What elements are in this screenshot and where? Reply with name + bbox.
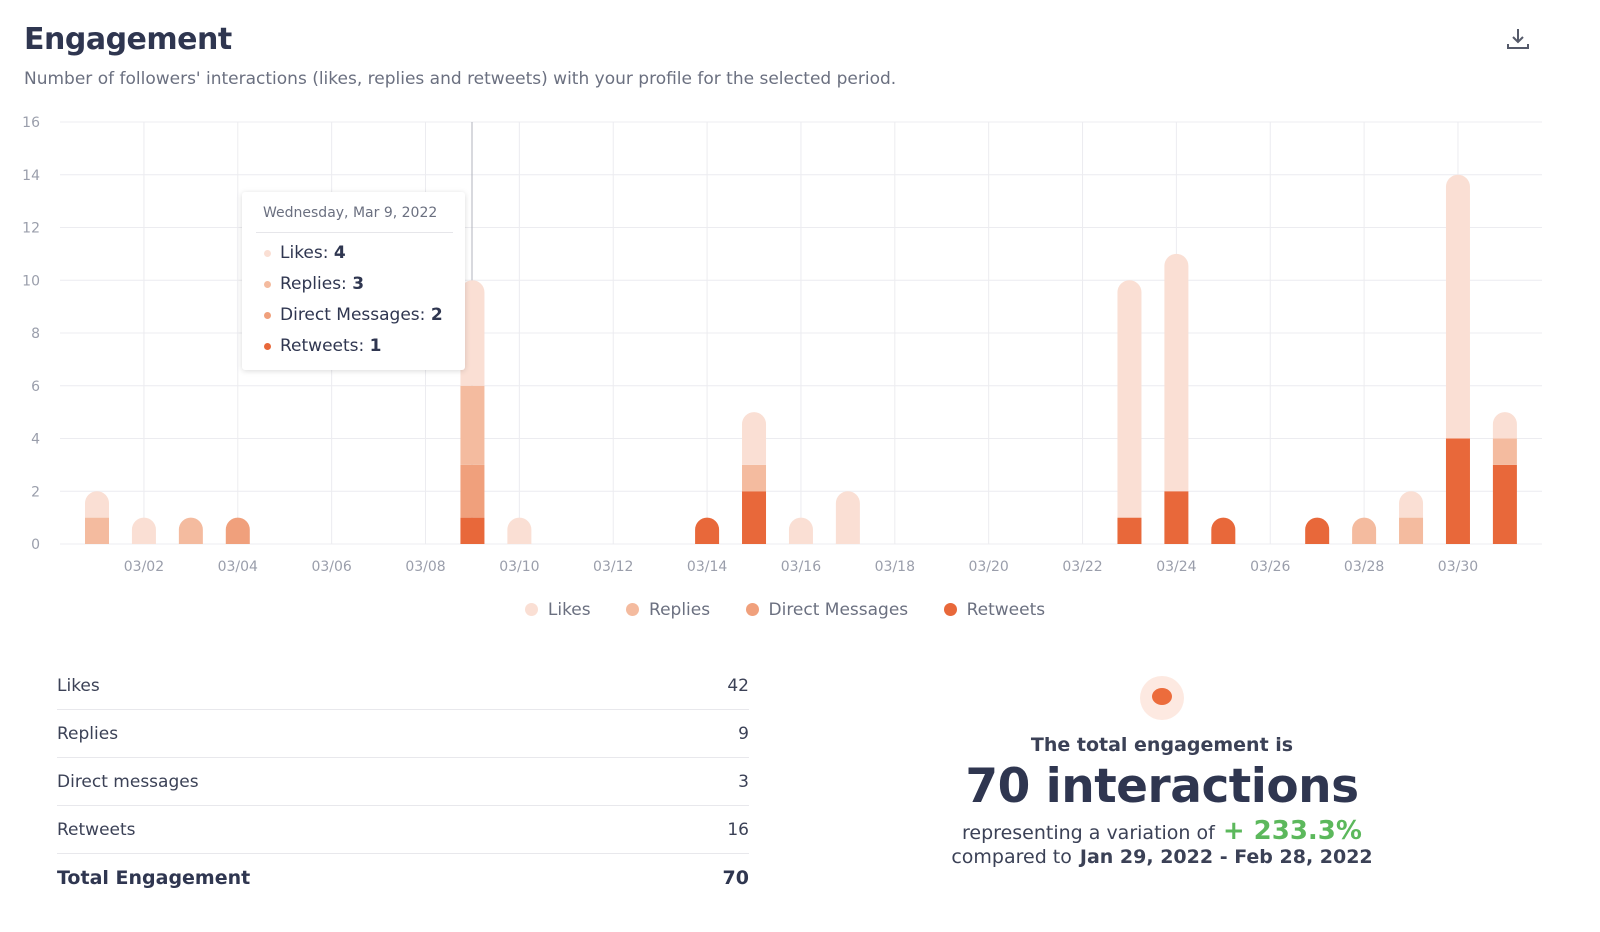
- bar-likes: [131, 517, 156, 544]
- y-tick-label: 6: [31, 379, 40, 395]
- x-tick-label: 03/18: [875, 559, 915, 575]
- y-tick-label: 12: [22, 221, 40, 237]
- bar-retweets: [1211, 517, 1236, 544]
- table-row-total: Total Engagement 70: [57, 866, 749, 889]
- x-tick-label: 03/06: [311, 559, 351, 575]
- x-tick-label: 03/20: [968, 559, 1008, 575]
- summary-intro: The total engagement is: [1030, 734, 1294, 756]
- x-tick-label: 03/02: [124, 559, 164, 575]
- y-tick-label: 8: [31, 326, 40, 342]
- summary-variation: representing a variation of + 233.3%: [962, 816, 1362, 846]
- table-row: Direct messages 3: [57, 758, 749, 806]
- bar-replies: [1399, 517, 1424, 544]
- bar-retweets: [1305, 517, 1330, 544]
- legend-item-likes[interactable]: Likes: [524, 600, 591, 620]
- x-tick-label: 03/10: [499, 559, 539, 575]
- summary-compare: compared to Jan 29, 2022 - Feb 28, 2022: [951, 846, 1373, 868]
- legend-dot: [524, 603, 538, 616]
- tooltip-row-likes: Likes: 4: [264, 243, 346, 263]
- bar-likes: [788, 517, 813, 544]
- bar-retweets: [695, 517, 720, 544]
- bar-replies: [1352, 517, 1377, 544]
- bar-likes: [85, 491, 109, 518]
- y-tick-label: 0: [31, 537, 40, 553]
- bar-retweets: [1445, 438, 1470, 544]
- legend-item-direct-messages[interactable]: Direct Messages: [745, 600, 908, 620]
- y-tick-label: 14: [22, 168, 40, 184]
- x-tick-label: 03/24: [1156, 559, 1196, 575]
- bar-replies: [1492, 438, 1517, 465]
- tooltip-row-retweets: Retweets: 1: [264, 336, 382, 356]
- bar-likes: [507, 517, 532, 544]
- bar-retweets: [742, 491, 767, 544]
- x-tick-label: 03/12: [593, 559, 633, 575]
- bar-likes: [460, 280, 485, 386]
- chart-tooltip: Wednesday, Mar 9, 2022 Likes: 4 Replies:…: [242, 192, 465, 370]
- tooltip-row-direct-messages: Direct Messages: 2: [264, 305, 443, 325]
- table-row: Retweets 16: [57, 806, 749, 854]
- bar-retweets: [460, 517, 485, 544]
- tooltip-date: Wednesday, Mar 9, 2022: [263, 205, 438, 221]
- bar-replies: [742, 464, 767, 492]
- x-tick-label: 03/22: [1062, 559, 1102, 575]
- y-tick-label: 4: [31, 432, 40, 448]
- legend-dot: [626, 603, 640, 616]
- bar-direct-messages: [225, 517, 250, 544]
- bar-replies: [85, 517, 109, 544]
- x-tick-label: 03/14: [687, 559, 727, 575]
- chat-chart-icon: [1140, 676, 1184, 720]
- variation-value: + 233.3%: [1222, 816, 1362, 846]
- page-subtitle: Number of followers' interactions (likes…: [24, 69, 897, 89]
- summary-total: 70 interactions: [965, 759, 1359, 814]
- bar-direct-messages: [460, 464, 485, 518]
- bar-likes: [1117, 280, 1142, 518]
- chart-legend: Likes Replies Direct Messages Retweets: [0, 600, 1570, 620]
- engagement-summary: The total engagement is 70 interactions …: [900, 670, 1424, 868]
- x-tick-label: 03/08: [405, 559, 445, 575]
- bar-retweets: [1164, 491, 1189, 544]
- bar-likes: [1445, 174, 1470, 439]
- bar-likes: [742, 412, 767, 465]
- legend-dot: [745, 603, 759, 616]
- x-tick-label: 03/30: [1438, 559, 1478, 575]
- y-tick-label: 10: [22, 273, 40, 289]
- bar-retweets: [1492, 464, 1517, 544]
- x-tick-label: 03/16: [781, 559, 821, 575]
- tooltip-row-replies: Replies: 3: [264, 274, 364, 294]
- table-row: Likes 42: [57, 662, 749, 710]
- bar-likes: [1399, 491, 1424, 518]
- x-tick-label: 03/28: [1344, 559, 1384, 575]
- bar-likes: [835, 491, 860, 544]
- y-tick-label: 16: [22, 115, 40, 131]
- engagement-chart: 0 2 4 6 8 10 12 14 16 03/02 03/04 03/06 03/08 03/10 03…: [22, 115, 1542, 575]
- bar-likes: [1492, 412, 1517, 439]
- bar-replies: [460, 385, 485, 465]
- legend-item-replies[interactable]: Replies: [626, 600, 710, 620]
- compare-period: Jan 29, 2022 - Feb 28, 2022: [1079, 846, 1373, 868]
- bar-likes: [1164, 253, 1189, 492]
- legend-dot: [943, 603, 957, 616]
- page-title: Engagement: [24, 22, 232, 57]
- y-tick-label: 2: [31, 484, 40, 500]
- bar-retweets: [1117, 517, 1142, 544]
- table-row: Replies 9: [57, 710, 749, 758]
- x-tick-label: 03/04: [218, 559, 258, 575]
- bar-replies: [178, 517, 203, 544]
- engagement-table: Likes 42 Replies 9 Direct messages 3 Retwee…: [57, 662, 749, 901]
- legend-item-retweets[interactable]: Retweets: [943, 600, 1045, 620]
- download-icon[interactable]: [1505, 26, 1531, 52]
- x-tick-label: 03/26: [1250, 559, 1290, 575]
